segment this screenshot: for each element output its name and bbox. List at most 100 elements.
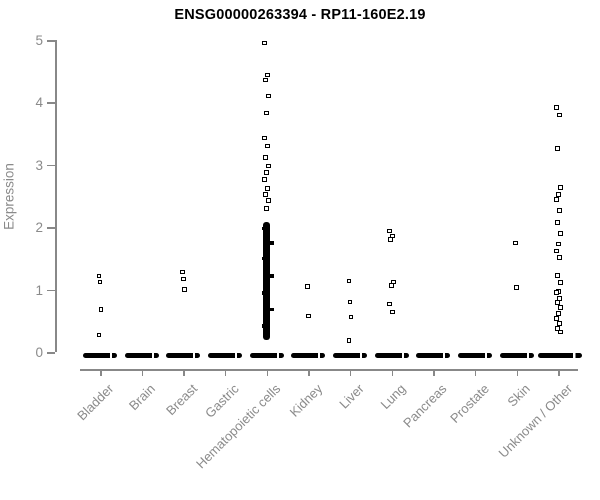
zero-expression-bar xyxy=(166,352,201,358)
data-point xyxy=(347,299,353,305)
x-tick-mark xyxy=(558,369,560,376)
zero-expression-bar xyxy=(207,352,242,358)
dense-strip-bump xyxy=(261,290,266,295)
data-point xyxy=(553,316,559,321)
data-point xyxy=(556,208,562,213)
x-axis-line xyxy=(80,369,578,371)
data-point xyxy=(264,169,269,175)
data-point xyxy=(554,146,560,151)
x-tick-mark xyxy=(183,369,185,376)
data-point xyxy=(264,206,269,211)
data-point xyxy=(553,197,559,203)
chart-title: ENSG00000263394 - RP11-160E2.19 xyxy=(174,7,426,23)
data-point xyxy=(556,255,562,261)
data-point xyxy=(96,332,102,338)
data-point xyxy=(262,135,267,141)
data-point xyxy=(265,186,270,191)
data-point xyxy=(513,240,518,246)
data-point xyxy=(266,163,271,169)
y-tick-label: 1 xyxy=(35,282,43,298)
data-point xyxy=(97,279,103,285)
y-tick-label: 4 xyxy=(35,95,43,111)
dense-strip-bump xyxy=(261,256,266,261)
x-category-label: Skin xyxy=(504,381,534,410)
zero-expression-bar xyxy=(83,352,117,358)
data-point xyxy=(553,290,559,295)
x-category-label: Gastric xyxy=(201,381,242,421)
data-point xyxy=(556,112,562,118)
zero-expression-bar xyxy=(249,352,284,358)
data-point xyxy=(306,313,311,319)
data-point xyxy=(555,311,561,316)
data-point xyxy=(262,177,267,183)
data-point xyxy=(346,278,352,284)
x-tick-mark xyxy=(349,369,352,376)
data-point xyxy=(388,237,393,242)
x-category-label: Liver xyxy=(336,381,367,412)
data-point xyxy=(266,93,271,99)
data-point xyxy=(390,309,395,315)
data-point xyxy=(554,219,560,225)
y-axis-line xyxy=(55,40,57,352)
data-point xyxy=(556,320,562,326)
data-point xyxy=(263,192,268,198)
data-point xyxy=(514,285,519,291)
zero-expression-bar xyxy=(374,352,409,358)
data-point xyxy=(348,314,354,320)
x-tick-mark xyxy=(224,369,227,376)
zero-expression-bar xyxy=(416,352,451,358)
y-tick-mark xyxy=(47,40,55,42)
data-point xyxy=(554,300,560,305)
data-point xyxy=(557,305,563,310)
data-point xyxy=(181,276,186,282)
y-tick-mark xyxy=(47,102,55,104)
zero-expression-bar xyxy=(457,352,492,358)
data-point xyxy=(387,301,392,307)
data-point xyxy=(346,338,352,344)
data-point xyxy=(387,228,392,234)
data-point xyxy=(265,72,270,78)
data-point xyxy=(182,287,187,292)
x-category-label: Unknown / Other xyxy=(495,381,575,461)
data-point xyxy=(180,269,185,275)
data-point xyxy=(553,105,559,110)
x-category-label: Pancreas xyxy=(400,381,450,431)
dense-point-strip xyxy=(263,222,271,340)
x-tick-mark xyxy=(433,369,435,376)
x-category-label: Lung xyxy=(377,381,409,413)
x-category-label: Bladder xyxy=(74,381,117,424)
dense-strip-bump xyxy=(270,241,274,245)
x-tick-mark xyxy=(141,369,144,376)
dense-strip-bump xyxy=(261,226,266,231)
dense-strip-bump xyxy=(270,307,274,312)
data-point xyxy=(555,241,561,247)
x-tick-mark xyxy=(516,369,519,376)
x-category-label: Breast xyxy=(162,381,200,419)
zero-expression-bar xyxy=(499,352,534,358)
dense-strip-bump xyxy=(270,274,274,278)
zero-expression-bar xyxy=(124,352,159,358)
zero-expression-bar xyxy=(332,352,367,358)
data-point xyxy=(389,282,394,288)
y-tick-mark xyxy=(47,164,55,167)
data-point xyxy=(96,273,102,279)
zero-expression-bar xyxy=(291,352,326,358)
y-tick-label: 5 xyxy=(35,33,43,48)
x-tick-mark xyxy=(391,369,394,376)
x-tick-mark xyxy=(474,369,477,376)
data-point xyxy=(265,143,270,149)
data-point xyxy=(557,280,563,286)
data-point xyxy=(305,284,310,289)
y-tick-mark xyxy=(47,289,55,292)
y-tick-mark xyxy=(47,352,55,354)
data-point xyxy=(263,77,268,83)
y-tick-label: 3 xyxy=(35,157,43,173)
x-tick-mark xyxy=(266,369,269,376)
data-point xyxy=(264,110,269,116)
data-point xyxy=(557,329,563,335)
data-point xyxy=(554,272,560,278)
data-point xyxy=(557,184,563,190)
data-point xyxy=(553,248,559,254)
data-point xyxy=(555,192,561,198)
